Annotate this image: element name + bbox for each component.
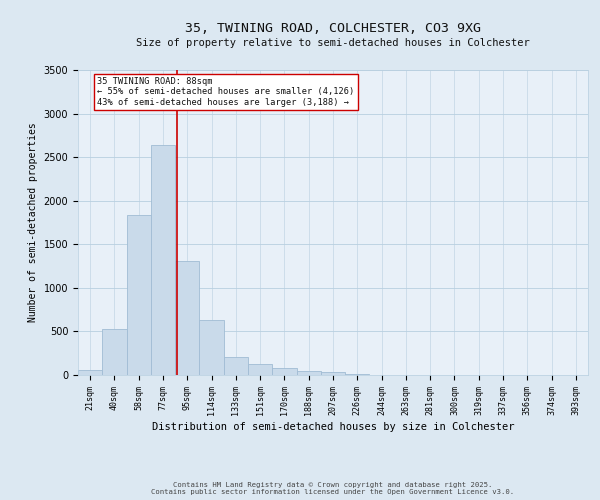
Bar xyxy=(248,364,272,375)
Bar xyxy=(78,370,102,375)
Bar xyxy=(224,356,248,375)
Text: 35 TWINING ROAD: 88sqm
← 55% of semi-detached houses are smaller (4,126)
43% of : 35 TWINING ROAD: 88sqm ← 55% of semi-det… xyxy=(97,77,355,107)
Bar xyxy=(127,214,151,375)
Text: Contains HM Land Registry data © Crown copyright and database right 2025.
Contai: Contains HM Land Registry data © Crown c… xyxy=(151,482,515,495)
Y-axis label: Number of semi-detached properties: Number of semi-detached properties xyxy=(28,122,38,322)
Bar xyxy=(345,374,370,375)
Bar xyxy=(102,329,127,375)
Bar xyxy=(296,370,321,375)
Bar xyxy=(175,261,199,375)
Text: Size of property relative to semi-detached houses in Colchester: Size of property relative to semi-detach… xyxy=(136,38,530,48)
Text: 35, TWINING ROAD, COLCHESTER, CO3 9XG: 35, TWINING ROAD, COLCHESTER, CO3 9XG xyxy=(185,22,481,36)
Bar xyxy=(321,372,345,375)
Bar xyxy=(151,145,175,375)
Bar xyxy=(199,320,224,375)
Bar xyxy=(272,368,296,375)
X-axis label: Distribution of semi-detached houses by size in Colchester: Distribution of semi-detached houses by … xyxy=(152,422,514,432)
